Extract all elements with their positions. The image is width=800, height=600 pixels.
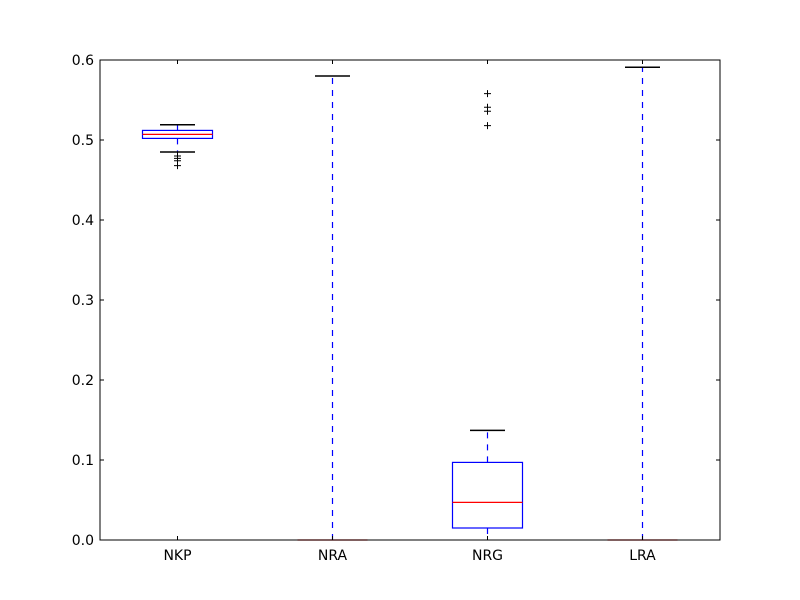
outlier-nrg-0 [484,90,491,98]
y-tick-label-4: 0.4 [72,213,94,229]
x-tick-label-nra: NRA [318,548,348,564]
outlier-nkp-3 [174,162,181,170]
y-tick-label-3: 0.3 [72,293,94,309]
x-tick-label-lra: LRA [629,548,656,564]
y-tick-label-6: 0.6 [72,53,94,69]
y-tick-label-1: 0.1 [72,453,94,469]
outlier-nrg-3 [484,122,491,130]
box-group-nrg [451,90,524,540]
y-tick-label-0: 0.0 [72,533,94,549]
box-nrg [451,461,524,529]
tick-labels: NKP NRA NRG LRA 0.0 0.1 0.2 0.3 0.4 0.5 0.6 [72,53,656,564]
x-tick-label-nkp: NKP [163,548,191,564]
box-group-nkp [141,124,214,170]
outlier-nrg-2 [484,107,491,115]
axis-ticks [100,59,720,541]
y-tick-label-2: 0.2 [72,373,94,389]
y-tick-label-5: 0.5 [72,133,94,149]
x-tick-label-nrg: NRG [472,548,503,564]
